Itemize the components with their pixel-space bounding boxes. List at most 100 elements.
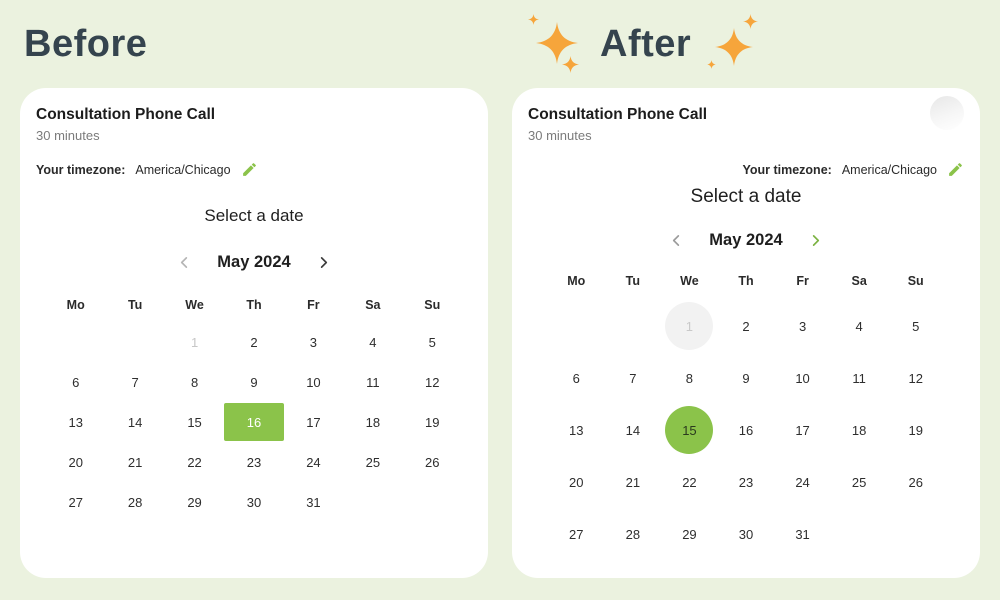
day-cell-14[interactable]: 14 — [605, 404, 662, 456]
day-cell-3[interactable]: 3 — [284, 322, 343, 362]
day-cell-21[interactable]: 21 — [605, 456, 662, 508]
day-cell-30[interactable]: 30 — [224, 482, 283, 522]
day-cell-5[interactable]: 5 — [403, 322, 462, 362]
day-cell-4[interactable]: 4 — [343, 322, 402, 362]
day-number: 1 — [665, 302, 714, 350]
day-number: 22 — [187, 454, 202, 470]
day-cell-31[interactable]: 31 — [284, 482, 343, 522]
day-number: 3 — [798, 318, 807, 334]
day-cell-30[interactable]: 30 — [718, 508, 775, 560]
day-cell-24[interactable]: 24 — [774, 456, 831, 508]
day-cell-5[interactable]: 5 — [887, 300, 944, 352]
day-cell-22[interactable]: 22 — [165, 442, 224, 482]
select-date-heading: Select a date — [204, 206, 304, 225]
day-cell-9[interactable]: 9 — [224, 362, 283, 402]
edit-timezone-button[interactable] — [241, 161, 258, 178]
day-cell-16[interactable]: 16 — [224, 402, 284, 442]
day-number: 21 — [625, 474, 641, 490]
before-card: Consultation Phone Call 30 minutes Your … — [20, 88, 488, 578]
day-cell-27[interactable]: 27 — [46, 482, 105, 522]
day-cell-4[interactable]: 4 — [831, 300, 888, 352]
day-cell-empty — [403, 482, 462, 522]
day-cell-7[interactable]: 7 — [605, 352, 662, 404]
day-cell-17[interactable]: 17 — [284, 402, 343, 442]
day-cell-11[interactable]: 11 — [831, 352, 888, 404]
month-label: May 2024 — [217, 253, 291, 271]
day-cell-20[interactable]: 20 — [46, 442, 105, 482]
day-cell-12[interactable]: 12 — [403, 362, 462, 402]
timezone-value: America/Chicago — [135, 162, 231, 177]
day-cell-17[interactable]: 17 — [774, 404, 831, 456]
event-title: Consultation Phone Call — [36, 106, 216, 123]
day-cell-29[interactable]: 29 — [165, 482, 224, 522]
day-cell-10[interactable]: 10 — [774, 352, 831, 404]
weekday-label: Fr — [796, 274, 809, 288]
day-cell-11[interactable]: 11 — [343, 362, 402, 402]
day-cell-8[interactable]: 8 — [165, 362, 224, 402]
day-number: 9 — [250, 374, 258, 390]
day-cell-26[interactable]: 26 — [887, 456, 944, 508]
day-cell-27[interactable]: 27 — [548, 508, 605, 560]
day-number: 20 — [569, 474, 584, 490]
weekday-label: Sa — [851, 274, 867, 288]
day-cell-13[interactable]: 13 — [46, 402, 105, 442]
prev-month-button[interactable] — [176, 254, 193, 271]
edit-timezone-button[interactable] — [947, 161, 964, 178]
weekday-label: Sa — [365, 298, 381, 312]
day-cell-7[interactable]: 7 — [105, 362, 164, 402]
weekday-label: Su — [907, 274, 924, 288]
month-navigation: May 2024 — [36, 253, 472, 272]
month-label: May 2024 — [709, 231, 783, 249]
day-number: 23 — [738, 474, 754, 490]
day-number: 26 — [425, 454, 440, 470]
day-cell-19[interactable]: 19 — [403, 402, 462, 442]
day-cell-18[interactable]: 18 — [831, 404, 888, 456]
day-number: 22 — [682, 474, 697, 490]
day-number: 6 — [572, 370, 580, 386]
day-cell-12[interactable]: 12 — [887, 352, 944, 404]
day-cell-3[interactable]: 3 — [774, 300, 831, 352]
day-cell-16[interactable]: 16 — [718, 404, 775, 456]
after-column-header: After — [500, 0, 1000, 88]
day-cell-31[interactable]: 31 — [774, 508, 831, 560]
day-cell-20[interactable]: 20 — [548, 456, 605, 508]
day-number: 2 — [250, 334, 258, 350]
day-number: 25 — [851, 474, 867, 490]
day-number: 12 — [908, 370, 923, 386]
day-number: 8 — [685, 370, 694, 386]
day-cell-23[interactable]: 23 — [224, 442, 283, 482]
day-cell-23[interactable]: 23 — [718, 456, 775, 508]
day-number: 13 — [569, 422, 584, 438]
weekday-label: Tu — [127, 298, 143, 312]
day-cell-29[interactable]: 29 — [661, 508, 718, 560]
day-cell-18[interactable]: 18 — [343, 402, 402, 442]
day-cell-19[interactable]: 19 — [887, 404, 944, 456]
day-cell-1: 1 — [661, 300, 718, 352]
day-cell-15[interactable]: 15 — [661, 404, 718, 456]
day-cell-15[interactable]: 15 — [165, 402, 224, 442]
after-heading: After — [600, 22, 692, 65]
timezone-row: Your timezone: America/Chicago — [36, 161, 472, 178]
day-cell-14[interactable]: 14 — [105, 402, 164, 442]
day-cell-6[interactable]: 6 — [548, 352, 605, 404]
day-cell-empty — [105, 322, 164, 362]
day-cell-28[interactable]: 28 — [105, 482, 164, 522]
day-cell-28[interactable]: 28 — [605, 508, 662, 560]
next-month-button[interactable] — [807, 232, 824, 249]
day-cell-2[interactable]: 2 — [224, 322, 283, 362]
prev-month-button[interactable] — [668, 232, 685, 249]
day-cell-13[interactable]: 13 — [548, 404, 605, 456]
day-cell-21[interactable]: 21 — [105, 442, 164, 482]
day-cell-24[interactable]: 24 — [284, 442, 343, 482]
day-cell-9[interactable]: 9 — [718, 352, 775, 404]
day-cell-25[interactable]: 25 — [343, 442, 402, 482]
timezone-row: Your timezone: America/Chicago — [528, 161, 964, 178]
next-month-button[interactable] — [315, 254, 332, 271]
day-cell-6[interactable]: 6 — [46, 362, 105, 402]
day-cell-22[interactable]: 22 — [661, 456, 718, 508]
day-cell-25[interactable]: 25 — [831, 456, 888, 508]
day-cell-8[interactable]: 8 — [661, 352, 718, 404]
day-cell-2[interactable]: 2 — [718, 300, 775, 352]
day-cell-26[interactable]: 26 — [403, 442, 462, 482]
day-cell-10[interactable]: 10 — [284, 362, 343, 402]
